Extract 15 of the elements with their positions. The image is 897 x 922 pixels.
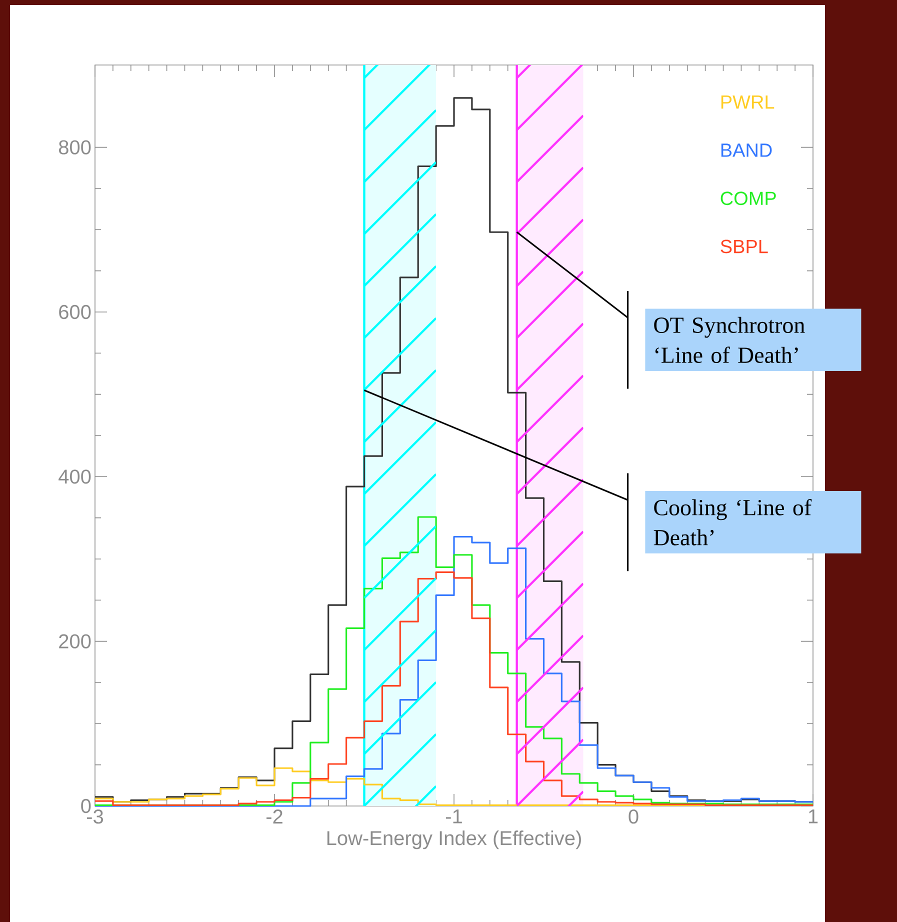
x-axis-title: Low-Energy Index (Effective) <box>327 830 581 850</box>
y-tick-label: 400 <box>58 470 91 484</box>
y-tick-label: 600 <box>59 304 91 320</box>
y-tick-label: 200 <box>59 634 91 648</box>
text: PWRL <box>721 96 774 109</box>
x-tick-label: -2 <box>266 810 282 824</box>
annotation: Cooling ‘Line of Death’ <box>654 498 812 546</box>
y-tick-label: 800 <box>58 140 91 154</box>
text: COMP <box>720 192 776 206</box>
text: SBPL <box>720 240 768 254</box>
annotation: OT Synchrotron ‘Line of Death’ <box>654 316 805 363</box>
x-tick-label: 0 <box>628 810 638 824</box>
text: BAND <box>721 144 772 157</box>
x-tick-label: -1 <box>446 810 462 824</box>
x-tick-label: 1 <box>808 810 818 824</box>
